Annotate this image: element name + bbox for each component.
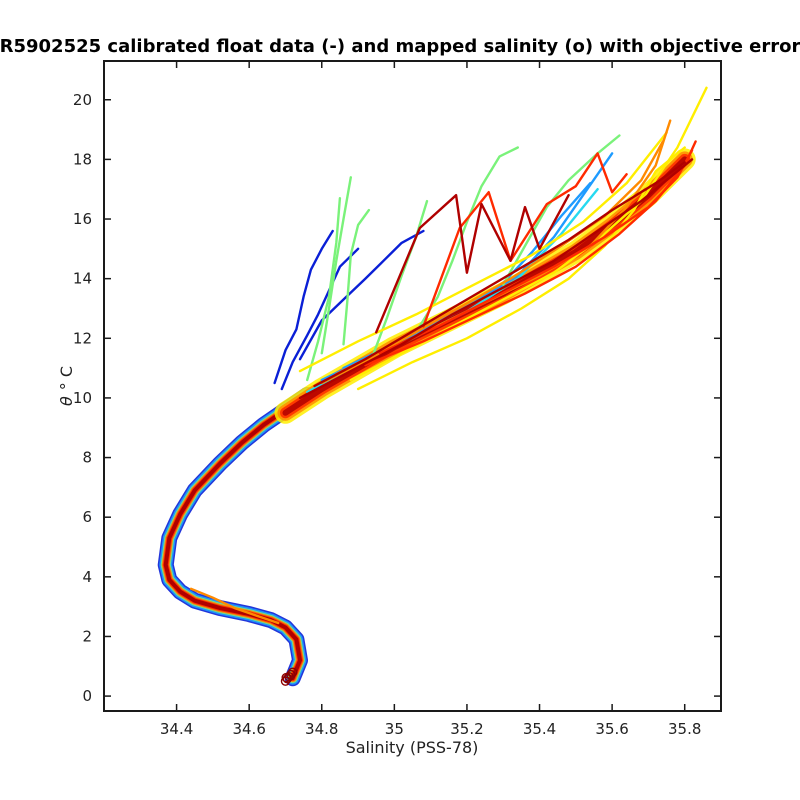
profile-line: [342, 208, 371, 346]
profile-line: [298, 131, 668, 373]
y-tick-label: 0: [82, 687, 92, 705]
x-tick-label: 34.6: [232, 720, 265, 738]
profile-line: [306, 197, 342, 382]
x-tick-label: 35.8: [668, 720, 701, 738]
profile-line: [422, 152, 628, 328]
y-tick-label: 4: [82, 568, 92, 586]
y-tick-label: 14: [73, 270, 92, 288]
mapped-salinity-marker: [281, 672, 291, 683]
y-axis-label-symbol: θ: [57, 396, 76, 406]
plot-area: [104, 61, 721, 711]
profile-line: [356, 146, 686, 391]
y-axis-label: θ ° C: [57, 366, 76, 406]
profile-line: [273, 229, 334, 385]
y-axis-ticks: 0 2 4 6 8 10 12 14 16 18 20: [73, 91, 721, 705]
profile-line: [502, 134, 621, 286]
mapped-salinity-marker: [286, 669, 296, 680]
profile-line: [364, 140, 697, 367]
x-tick-label: 34.4: [160, 720, 193, 738]
y-tick-label: 8: [82, 449, 92, 467]
profile-line: [378, 149, 694, 355]
x-axis-label: Salinity (PSS-78): [346, 738, 479, 757]
x-tick-label: 35.6: [595, 720, 628, 738]
plot-frame: [103, 60, 722, 712]
profile-line: [414, 146, 519, 334]
trunk-profile-line: [163, 392, 310, 681]
chart-title: R5902525 calibrated float data (-) and m…: [0, 36, 800, 57]
y-tick-label: 2: [82, 627, 92, 645]
profile-line: [375, 194, 570, 334]
x-tick-label: 35.2: [450, 720, 483, 738]
x-tick-label: 34.8: [305, 720, 338, 738]
profile-line: [189, 587, 280, 625]
x-axis-ticks: 34.4 34.6 34.8 35 35.2 35.4 35.6 35.8: [160, 61, 701, 738]
profile-lines: [189, 86, 708, 625]
profile-line: [335, 140, 665, 376]
y-tick-label: 10: [73, 389, 92, 407]
x-tick-label: 35: [385, 720, 404, 738]
y-axis-label-unit: ° C: [57, 366, 76, 390]
y-tick-label: 20: [73, 91, 92, 109]
y-tick-label: 16: [73, 210, 92, 228]
profile-line: [320, 176, 352, 355]
profile-line: [298, 158, 694, 400]
profile-line: [298, 229, 425, 361]
mapped-salinity-marker: [288, 667, 298, 677]
y-tick-label: 18: [73, 150, 92, 168]
profile-line: [280, 247, 360, 391]
y-tick-label: 12: [73, 329, 92, 347]
profile-line: [313, 161, 686, 388]
y-tick-label: 6: [82, 508, 92, 526]
mapped-salinity-markers: [280, 667, 298, 686]
x-tick-label: 35.4: [523, 720, 556, 738]
